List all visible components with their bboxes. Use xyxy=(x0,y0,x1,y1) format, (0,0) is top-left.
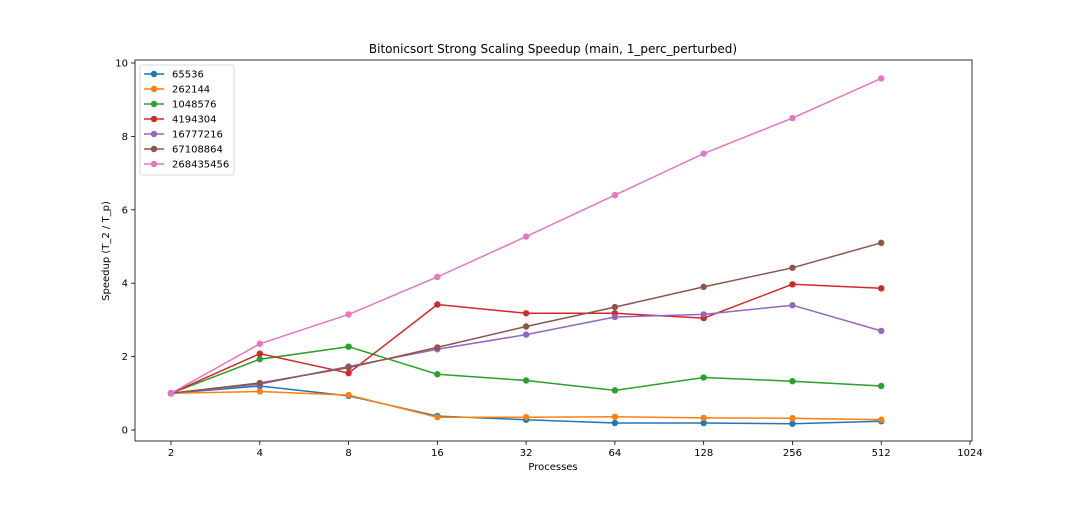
data-point-268435456 xyxy=(434,273,441,281)
legend-label: 262144 xyxy=(172,85,210,96)
legend-marker xyxy=(150,85,158,93)
data-point-16777216 xyxy=(611,313,619,321)
data-point-262144 xyxy=(789,415,796,422)
data-point-65536 xyxy=(700,419,707,427)
plot-frame xyxy=(134,59,973,442)
y-tick-label: 2 xyxy=(122,352,128,363)
x-tick-label: 8 xyxy=(345,448,351,459)
data-point-67108864 xyxy=(522,323,530,330)
data-point-1048576 xyxy=(789,377,796,385)
data-point-262144 xyxy=(700,414,707,422)
data-point-67108864 xyxy=(878,239,885,247)
data-point-268435456 xyxy=(522,233,530,240)
data-point-268435456 xyxy=(611,191,619,199)
plot-area: 2 4 8 16 32 64 128 256 512 1024 0 2 4 6 8 10 xyxy=(115,59,982,460)
series-line-1048576 xyxy=(170,345,882,395)
x-tick-label: 256 xyxy=(783,448,802,459)
data-point-65536 xyxy=(789,420,796,427)
data-point-1048576 xyxy=(345,343,352,350)
legend-marker xyxy=(150,160,158,168)
legend-label: 16777216 xyxy=(172,130,223,141)
chart-title: Bitonicsort Strong Scaling Speedup (main… xyxy=(369,42,737,56)
series-line-4194304 xyxy=(170,283,882,394)
y-tick-label: 6 xyxy=(122,205,128,216)
legend-marker xyxy=(150,100,158,108)
legend-marker xyxy=(150,145,158,153)
data-point-268435456 xyxy=(789,114,796,122)
data-point-67108864 xyxy=(256,379,263,387)
data-point-67108864 xyxy=(345,364,352,371)
data-point-262144 xyxy=(522,413,530,421)
data-point-268435456 xyxy=(878,75,885,82)
data-point-4194304 xyxy=(434,301,441,308)
x-axis-label: Processes xyxy=(528,462,577,473)
data-point-16777216 xyxy=(522,331,530,338)
data-point-268435456 xyxy=(256,340,263,347)
legend-marker xyxy=(150,115,158,123)
data-point-262144 xyxy=(611,413,619,420)
legend-marker xyxy=(150,70,158,78)
legend-marker xyxy=(150,130,158,138)
data-point-67108864 xyxy=(434,344,441,351)
data-point-4194304 xyxy=(256,350,263,357)
x-tick-label: 32 xyxy=(520,448,533,459)
legend-label: 67108864 xyxy=(172,145,223,156)
x-tick-label: 4 xyxy=(257,448,263,459)
data-point-16777216 xyxy=(700,311,707,318)
data-point-4194304 xyxy=(878,285,885,292)
data-point-268435456 xyxy=(345,311,352,318)
data-point-1048576 xyxy=(434,371,441,378)
legend-box xyxy=(139,64,235,176)
data-point-65536 xyxy=(611,419,619,427)
y-tick-label: 4 xyxy=(122,279,128,290)
y-tick-label: 8 xyxy=(122,132,128,143)
series-line-67108864 xyxy=(170,242,882,395)
data-point-1048576 xyxy=(878,382,885,390)
x-tick-label: 128 xyxy=(694,448,713,459)
legend-label: 4194304 xyxy=(172,115,217,126)
y-tick-label: 10 xyxy=(115,59,128,70)
data-point-67108864 xyxy=(611,303,619,311)
data-point-268435456 xyxy=(167,390,175,397)
data-point-1048576 xyxy=(700,374,707,381)
legend-label: 268435456 xyxy=(172,160,229,171)
data-point-4194304 xyxy=(522,310,530,317)
data-point-268435456 xyxy=(700,150,707,157)
legend-label: 65536 xyxy=(172,70,204,81)
legend-label: 1048576 xyxy=(172,100,217,111)
y-tick-label: 0 xyxy=(122,426,128,437)
x-tick-label: 16 xyxy=(431,448,444,459)
data-point-4194304 xyxy=(789,281,796,288)
x-tick-label: 512 xyxy=(872,448,891,459)
data-point-67108864 xyxy=(700,283,707,291)
x-tick-label: 64 xyxy=(609,448,622,459)
data-point-262144 xyxy=(434,413,441,421)
data-point-262144 xyxy=(345,391,352,399)
data-point-67108864 xyxy=(789,264,796,271)
data-point-1048576 xyxy=(522,377,530,384)
data-point-262144 xyxy=(878,416,885,423)
data-point-1048576 xyxy=(256,355,263,363)
data-point-16777216 xyxy=(789,302,796,309)
data-point-4194304 xyxy=(345,369,352,377)
legend: 65536 262144 1048576 4194304 16777216 6710886… xyxy=(139,64,235,176)
y-axis-label: Speedup (T_2 / T_p) xyxy=(101,201,112,301)
x-tick-label: 2 xyxy=(168,448,174,459)
data-point-262144 xyxy=(256,388,263,395)
data-point-16777216 xyxy=(878,327,885,335)
x-tick-label: 1024 xyxy=(957,448,982,459)
data-point-1048576 xyxy=(611,387,619,394)
